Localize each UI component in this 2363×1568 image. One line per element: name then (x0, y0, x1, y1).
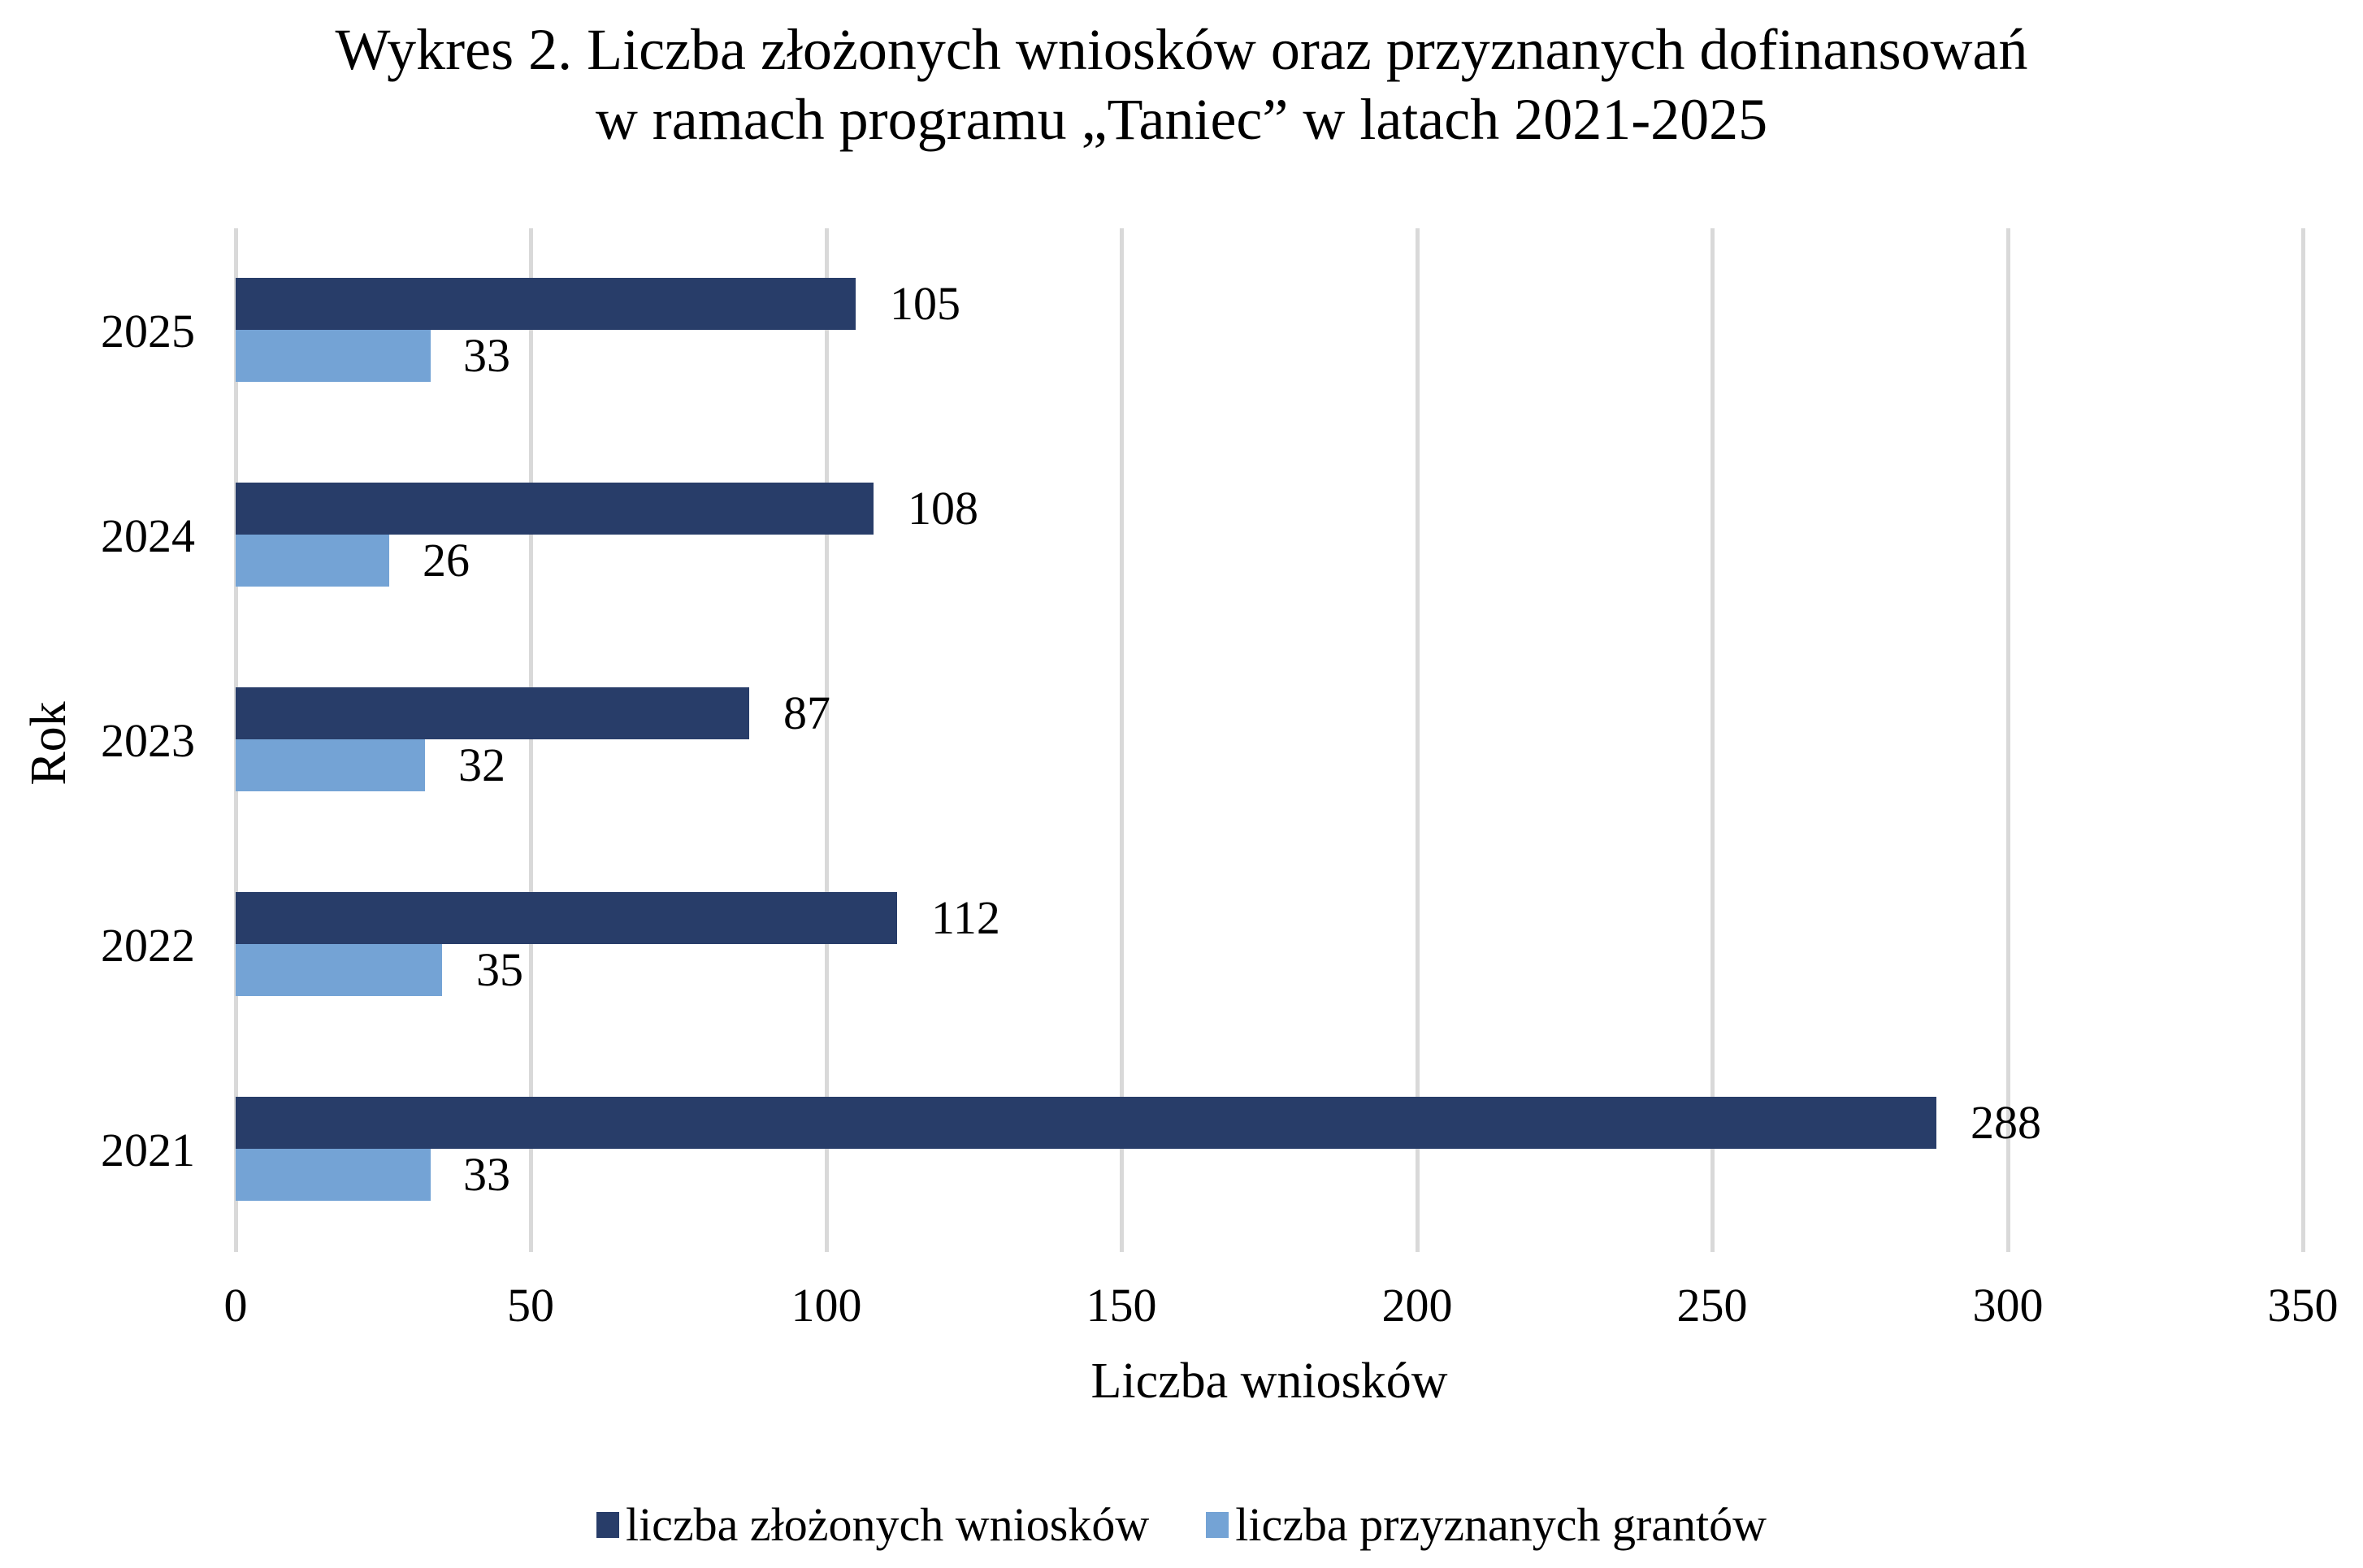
y-tick-2022: 2022 (101, 919, 195, 972)
gridline-200 (1416, 228, 1420, 1252)
bar-submitted-2024 (236, 483, 874, 535)
bar-granted-2023 (236, 739, 425, 791)
bar-granted-2024 (236, 535, 389, 587)
x-tick-250: 250 (1676, 1279, 1748, 1332)
chart-title-line-2: w ramach programu „Taniec” w latach 2021… (595, 87, 1768, 152)
gridline-300 (2006, 228, 2010, 1252)
x-axis-label: Liczba wniosków (1090, 1354, 1448, 1409)
gridline-350 (2301, 228, 2305, 1252)
y-tick-2024: 2024 (101, 509, 195, 562)
data-label-submitted-2022: 112 (931, 891, 1000, 944)
legend: liczba złożonych wniosków liczba przyzna… (0, 1499, 2363, 1551)
legend-swatch-dark-blue-icon (596, 1512, 619, 1538)
data-label-submitted-2025: 105 (890, 277, 960, 330)
chart-title: Wykres 2. Liczba złożonych wniosków oraz… (0, 15, 2363, 154)
bar-submitted-2023 (236, 687, 749, 739)
data-label-submitted-2021: 288 (1971, 1096, 2041, 1149)
legend-label-submitted: liczba złożonych wniosków (625, 1498, 1150, 1551)
data-label-granted-2023: 32 (458, 739, 505, 791)
x-tick-0: 0 (223, 1279, 248, 1332)
data-label-submitted-2024: 108 (908, 482, 978, 535)
bar-submitted-2022 (236, 892, 897, 944)
bar-granted-2025 (236, 330, 431, 382)
legend-item-granted: liczba przyznanych grantów (1206, 1499, 1767, 1551)
data-label-granted-2024: 26 (423, 534, 470, 587)
bar-granted-2021 (236, 1149, 431, 1201)
plot-area: 105 33 108 26 87 32 112 35 288 33 (234, 228, 2305, 1252)
legend-item-submitted: liczba złożonych wniosków (596, 1499, 1149, 1551)
gridline-250 (1710, 228, 1715, 1252)
x-tick-50: 50 (507, 1279, 554, 1332)
y-tick-2023: 2023 (101, 714, 195, 767)
chart-title-line-1: Wykres 2. Liczba złożonych wniosków oraz… (335, 17, 2028, 82)
gridline-150 (1120, 228, 1124, 1252)
x-tick-150: 150 (1086, 1279, 1157, 1332)
bar-submitted-2021 (236, 1097, 1936, 1149)
data-label-granted-2021: 33 (463, 1148, 510, 1201)
x-tick-350: 350 (2267, 1279, 2339, 1332)
gridline-100 (825, 228, 829, 1252)
x-tick-300: 300 (1972, 1279, 2044, 1332)
data-label-granted-2022: 35 (476, 943, 523, 996)
y-tick-2025: 2025 (101, 305, 195, 357)
data-label-granted-2025: 33 (463, 329, 510, 382)
bar-granted-2022 (236, 944, 442, 996)
x-tick-200: 200 (1381, 1279, 1453, 1332)
y-axis-label: Rok (21, 701, 76, 786)
data-label-submitted-2023: 87 (783, 687, 830, 739)
legend-swatch-light-blue-icon (1206, 1512, 1229, 1538)
x-tick-100: 100 (791, 1279, 862, 1332)
gridline-50 (529, 228, 533, 1252)
y-tick-2021: 2021 (101, 1124, 195, 1176)
bar-submitted-2025 (236, 278, 856, 330)
legend-label-granted: liczba przyznanych grantów (1235, 1498, 1767, 1551)
